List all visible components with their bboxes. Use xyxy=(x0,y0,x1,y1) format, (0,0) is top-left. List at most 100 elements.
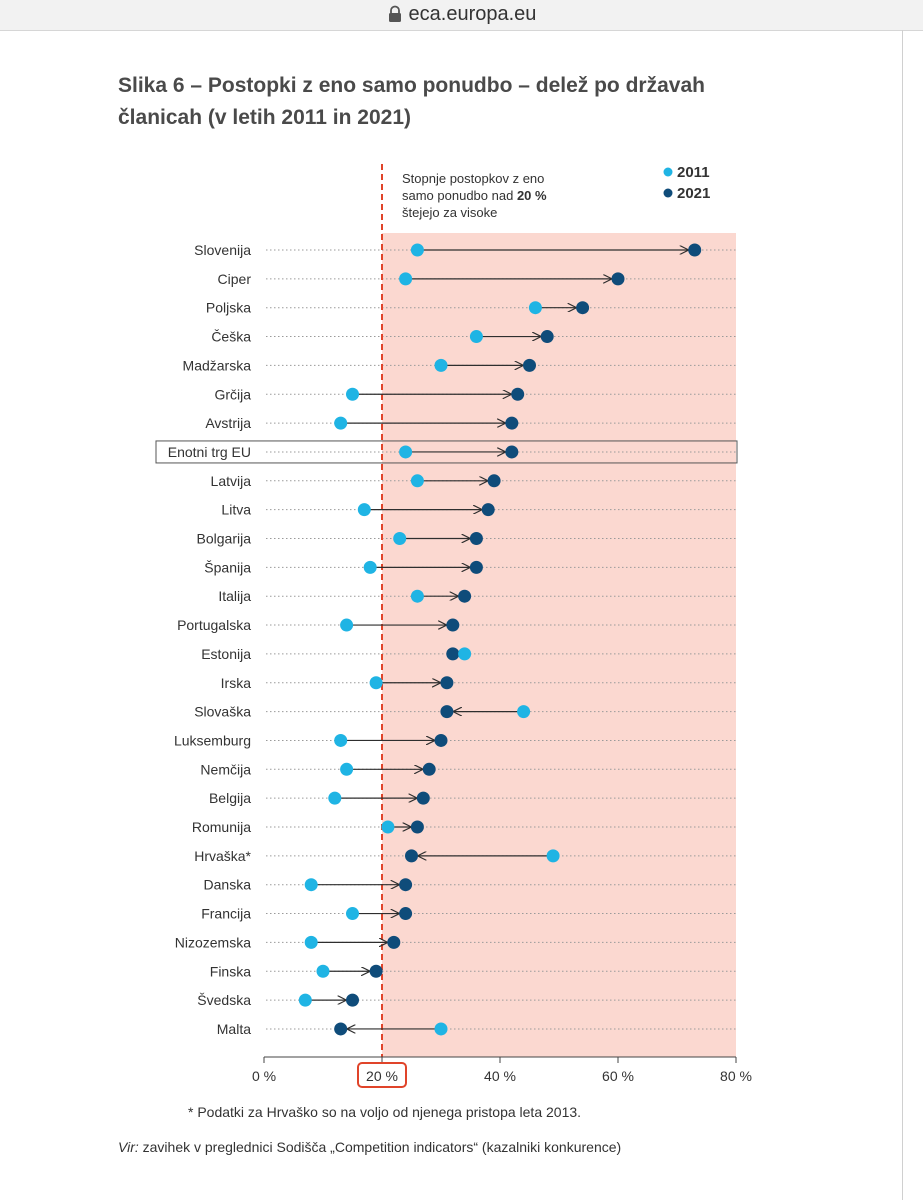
point-2021 xyxy=(487,474,501,488)
x-tick-label: 60 % xyxy=(602,1068,634,1084)
category-label: Grčija xyxy=(214,386,251,402)
footnote: * Podatki za Hrvaško so na voljo od njen… xyxy=(188,1104,582,1120)
point-2011 xyxy=(410,474,424,488)
annotation-line-2-bold: 20 % xyxy=(517,188,547,203)
point-2011 xyxy=(340,762,354,776)
annotation-line-1: Stopnje postopkov z eno xyxy=(402,171,544,186)
point-2021 xyxy=(334,1022,348,1036)
point-2011 xyxy=(346,387,359,401)
figure-title: Slika 6 – Postopki z eno samo ponudbo – … xyxy=(118,74,705,129)
category-label: Litva xyxy=(221,502,251,518)
category-label: Irska xyxy=(221,675,252,691)
lock-icon xyxy=(387,5,403,23)
category-label: Estonija xyxy=(201,646,251,662)
point-2021 xyxy=(387,935,401,949)
point-2011 xyxy=(316,964,330,978)
point-2021 xyxy=(446,647,460,661)
point-2021 xyxy=(405,849,418,863)
point-2011 xyxy=(434,358,448,372)
point-2021 xyxy=(369,964,383,978)
point-2021 xyxy=(481,503,495,517)
category-label: Belgija xyxy=(209,790,251,806)
x-tick-label: 40 % xyxy=(484,1068,516,1084)
category-label: Nizozemska xyxy=(175,934,251,950)
page-url[interactable]: eca.europa.eu xyxy=(408,2,537,25)
point-2011 xyxy=(298,993,312,1007)
threshold-tick-highlight xyxy=(357,1062,407,1088)
category-label: Španija xyxy=(204,559,251,575)
category-label: Italija xyxy=(218,588,251,604)
point-2011 xyxy=(393,532,407,545)
x-tick-label: 80 % xyxy=(720,1068,752,1084)
dumbbell-chart: 0 % 20 % 40 % 60 % 80 % Slovenija Ciper Poljsk… xyxy=(155,164,752,1088)
threshold-annotation: Stopnje postopkov z eno samo ponudbo nad… xyxy=(402,171,550,220)
x-tick-label: 20 % xyxy=(366,1068,398,1084)
point-2011 xyxy=(334,733,348,747)
high-rate-zone xyxy=(382,233,736,1057)
point-2021 xyxy=(440,676,454,690)
point-2021 xyxy=(576,301,590,315)
point-2021 xyxy=(505,416,519,430)
category-label: Avstrija xyxy=(205,415,251,431)
point-2011 xyxy=(517,705,531,719)
category-label: Francija xyxy=(201,906,251,922)
category-label: Nemčija xyxy=(200,761,251,777)
page-edge-divider xyxy=(902,30,903,1200)
source-note: Vir: zavihek v preglednici Sodišča „Comp… xyxy=(118,1139,621,1155)
point-2011 xyxy=(458,647,472,661)
legend-label-2021: 2021 xyxy=(677,185,710,202)
category-label: Slovaška xyxy=(194,704,251,720)
point-2011 xyxy=(363,560,377,574)
category-label: Malta xyxy=(217,1021,251,1037)
legend-marker-2021 xyxy=(663,188,673,198)
point-2021 xyxy=(469,532,483,545)
category-label: Ciper xyxy=(218,271,252,287)
category-label: Bolgarija xyxy=(197,531,252,547)
point-2011 xyxy=(410,243,424,257)
category-label: Portugalska xyxy=(177,617,251,633)
point-2021 xyxy=(446,618,460,632)
point-2011 xyxy=(546,849,560,863)
point-2011 xyxy=(369,676,383,690)
point-2021 xyxy=(416,791,430,805)
category-label: Poljska xyxy=(206,300,251,316)
point-2021 xyxy=(511,387,525,401)
category-label: Danska xyxy=(204,877,252,893)
source-text: zavihek v preglednici Sodišča „Competiti… xyxy=(138,1139,622,1155)
point-2011 xyxy=(357,503,371,517)
point-2011 xyxy=(340,618,354,632)
category-label: Češka xyxy=(211,329,251,345)
legend-marker-2011 xyxy=(663,167,673,177)
category-label: Romunija xyxy=(192,819,251,835)
point-2011 xyxy=(434,1022,448,1036)
point-2011 xyxy=(334,416,348,430)
category-label: Švedska xyxy=(197,992,251,1008)
point-2011 xyxy=(304,935,318,949)
category-label: Latvija xyxy=(211,473,252,489)
point-2021 xyxy=(410,820,424,834)
point-2011 xyxy=(399,445,413,459)
category-label: Enotni trg EU xyxy=(168,444,251,460)
point-2021 xyxy=(688,243,702,257)
source-label: Vir: xyxy=(118,1139,139,1155)
point-2011 xyxy=(346,907,359,921)
point-2021 xyxy=(611,272,625,286)
category-label: Slovenija xyxy=(194,242,251,258)
point-2011 xyxy=(304,878,318,892)
point-2021 xyxy=(458,589,472,603)
eu-highlight-box xyxy=(155,440,738,464)
category-label: Hrvaška* xyxy=(194,848,251,864)
point-2011 xyxy=(410,589,424,603)
point-2021 xyxy=(434,733,448,747)
point-2021 xyxy=(399,878,413,892)
point-2021 xyxy=(346,993,359,1007)
browser-address-bar[interactable]: eca.europa.eu xyxy=(0,0,923,31)
x-tick-label: 0 % xyxy=(252,1068,276,1084)
point-2011 xyxy=(328,791,342,805)
point-2011 xyxy=(381,820,395,834)
category-label: Madžarska xyxy=(183,357,252,373)
point-2021 xyxy=(422,762,436,776)
category-label: Luksemburg xyxy=(174,732,251,748)
point-2021 xyxy=(523,358,536,372)
point-2021 xyxy=(505,445,519,459)
